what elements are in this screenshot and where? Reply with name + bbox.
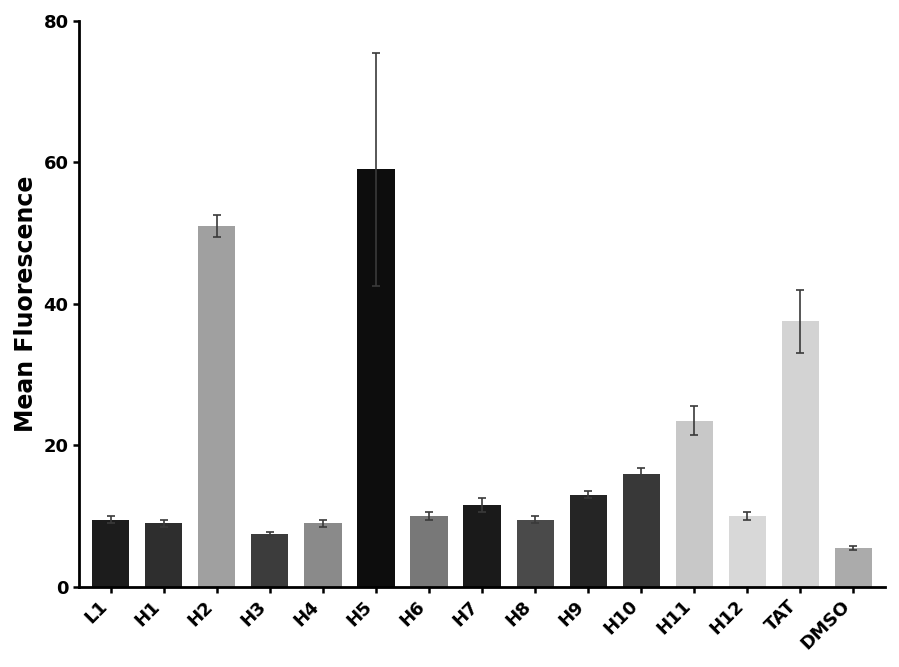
Bar: [199, 226, 236, 587]
Bar: [623, 474, 660, 587]
Bar: [729, 516, 766, 587]
Y-axis label: Mean Fluorescence: Mean Fluorescence: [13, 175, 38, 432]
Bar: [464, 506, 501, 587]
Bar: [570, 495, 607, 587]
Bar: [146, 523, 182, 587]
Bar: [782, 321, 819, 587]
Bar: [358, 169, 395, 587]
Bar: [411, 516, 448, 587]
Bar: [517, 520, 554, 587]
Bar: [676, 420, 713, 587]
Bar: [252, 534, 289, 587]
Bar: [93, 520, 129, 587]
Bar: [305, 523, 342, 587]
Bar: [835, 548, 872, 587]
